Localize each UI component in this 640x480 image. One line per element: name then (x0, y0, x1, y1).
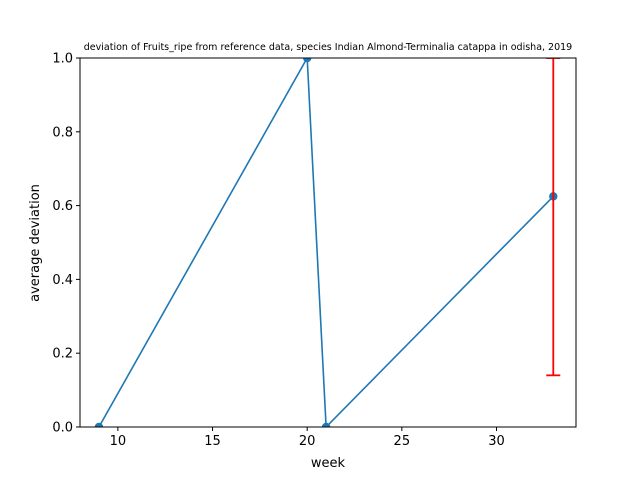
x-tick-label: 10 (110, 434, 127, 449)
x-axis-label: week (311, 456, 346, 471)
y-tick-label: 0.0 (52, 421, 73, 436)
data-point (321, 422, 331, 427)
data-point (302, 58, 312, 63)
y-tick-label: 0.6 (52, 199, 73, 214)
y-axis-label: average deviation (28, 184, 43, 302)
x-tick-label: 20 (299, 434, 316, 449)
axes-frame (79, 57, 577, 428)
y-tick-label: 0.2 (52, 347, 73, 362)
y-tick-label: 1.0 (52, 52, 73, 67)
y-tick-label: 0.8 (52, 125, 73, 140)
chart-title: deviation of Fruits_ripe from reference … (84, 42, 572, 53)
data-layer (94, 58, 561, 427)
x-tick-label: 25 (394, 434, 411, 449)
series-line (98, 58, 555, 427)
x-tick-label: 15 (204, 434, 221, 449)
x-tick-label: 30 (488, 434, 505, 449)
data-point (94, 422, 104, 427)
y-tick-label: 0.4 (52, 273, 73, 288)
plot-area: 10 15 20 25 30 0.0 0.2 0.4 0.6 0.8 1.0 (52, 52, 577, 449)
